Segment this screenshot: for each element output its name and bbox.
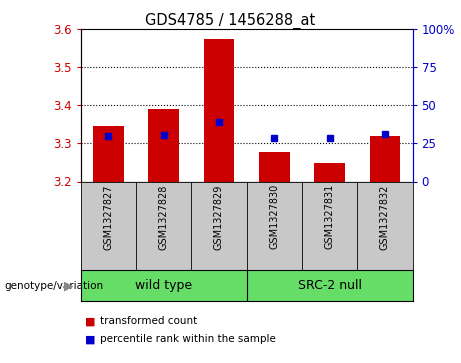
Text: GSM1327829: GSM1327829 <box>214 184 224 249</box>
Text: SRC-2 null: SRC-2 null <box>298 280 361 292</box>
Text: ■: ■ <box>85 334 95 344</box>
Text: GSM1327832: GSM1327832 <box>380 184 390 249</box>
Text: wild type: wild type <box>135 280 192 292</box>
Bar <box>370 136 400 182</box>
Text: ■: ■ <box>85 316 95 326</box>
Text: genotype/variation: genotype/variation <box>5 281 104 291</box>
Text: percentile rank within the sample: percentile rank within the sample <box>100 334 277 344</box>
Text: GSM1327831: GSM1327831 <box>325 184 335 249</box>
Text: GSM1327827: GSM1327827 <box>103 184 113 250</box>
Text: GDS4785 / 1456288_at: GDS4785 / 1456288_at <box>145 13 316 29</box>
Text: GSM1327830: GSM1327830 <box>269 184 279 249</box>
Bar <box>259 152 290 182</box>
Text: transformed count: transformed count <box>100 316 198 326</box>
Text: GSM1327828: GSM1327828 <box>159 184 169 249</box>
Text: ▶: ▶ <box>65 280 74 292</box>
Bar <box>93 126 124 182</box>
Bar <box>148 109 179 182</box>
Bar <box>204 38 234 182</box>
Bar <box>314 163 345 182</box>
